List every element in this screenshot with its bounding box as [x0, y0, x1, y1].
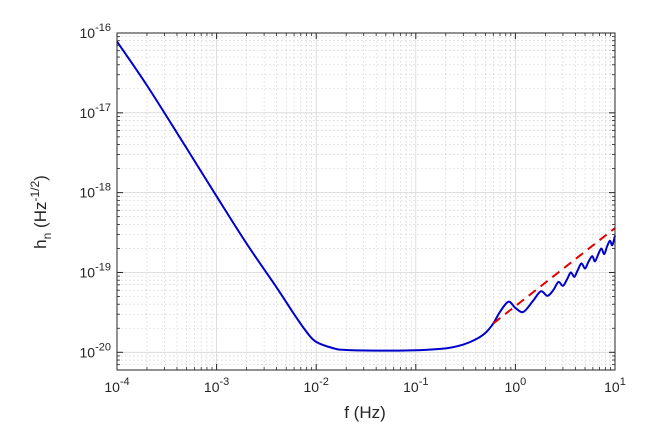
y-tick-label: 10-18: [80, 182, 111, 201]
x-tick-label-exponent: -2: [319, 376, 329, 388]
y-axis-label-close: ): [31, 175, 50, 181]
x-tick-label-base: 10: [104, 379, 120, 395]
x-tick-label-exponent: -1: [419, 376, 429, 388]
y-axis-label-main: h: [31, 239, 50, 248]
y-tick-label-base: 10: [80, 264, 96, 280]
y-tick-label-base: 10: [80, 344, 96, 360]
y-axis-label-subscript: n: [40, 233, 54, 240]
y-axis-label: hn (Hz-1/2): [28, 175, 54, 249]
y-axis-label-exponent: -1/2: [28, 181, 42, 202]
x-tick-label: 10-3: [204, 376, 229, 395]
y-tick-label-exponent: -19: [95, 261, 111, 273]
y-tick-label-base: 10: [80, 105, 96, 121]
x-tick-label-exponent: 1: [620, 376, 626, 388]
grid-minor: [117, 33, 615, 371]
y-tick-label-base: 10: [80, 25, 96, 41]
x-tick-label-exponent: -4: [120, 376, 130, 388]
y-tick-label: 10-16: [80, 22, 111, 41]
x-tick-label-base: 10: [204, 379, 220, 395]
x-tick-label-base: 10: [304, 379, 320, 395]
y-tick-label: 10-20: [80, 341, 111, 360]
series-line-dashed: [492, 227, 616, 325]
x-tick-label: 10-1: [403, 376, 428, 395]
x-tick-label: 100: [505, 376, 527, 395]
y-axis-label-unit: (Hz: [31, 202, 50, 233]
y-tick-label-exponent: -20: [95, 341, 111, 353]
series-line-solid: [116, 41, 616, 352]
tick-marks: [116, 32, 616, 371]
x-tick-label-base: 10: [604, 379, 620, 395]
x-tick-label-base: 10: [505, 379, 521, 395]
y-tick-label: 10-17: [80, 102, 111, 121]
plot-frame: [116, 32, 616, 371]
x-tick-label: 10-2: [304, 376, 329, 395]
x-tick-labels: 10-4 10-3 10-2 10-1 100 101: [104, 376, 626, 395]
y-tick-label-exponent: -16: [95, 22, 111, 34]
x-tick-label: 101: [604, 376, 626, 395]
x-tick-label-exponent: 0: [520, 376, 526, 388]
y-tick-label-base: 10: [80, 185, 96, 201]
series-layer: [116, 41, 616, 352]
y-tick-label-exponent: -17: [95, 102, 111, 114]
y-tick-label: 10-19: [80, 261, 111, 280]
x-axis-label: f (Hz): [344, 403, 386, 422]
x-tick-label: 10-4: [104, 376, 129, 395]
x-tick-label-base: 10: [403, 379, 419, 395]
y-tick-label-exponent: -18: [95, 182, 111, 194]
x-tick-label-exponent: -3: [219, 376, 229, 388]
